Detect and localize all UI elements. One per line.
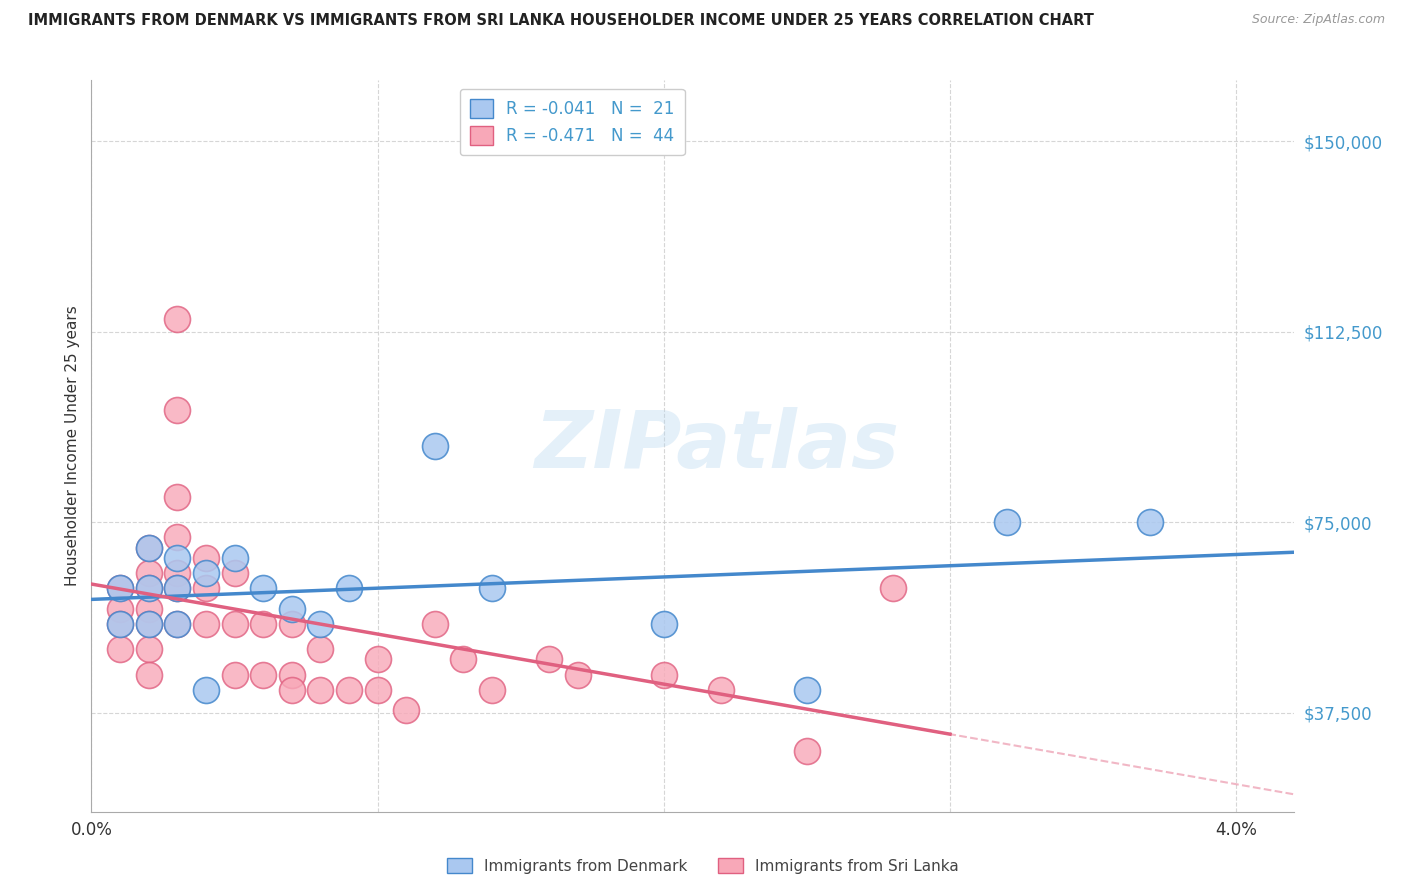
Point xyxy=(138,581,160,595)
Point xyxy=(194,616,217,631)
Point xyxy=(224,616,246,631)
Point xyxy=(367,652,389,666)
Legend: R = -0.041   N =  21, R = -0.471   N =  44: R = -0.041 N = 21, R = -0.471 N = 44 xyxy=(460,88,685,155)
Point xyxy=(108,616,131,631)
Point xyxy=(194,581,217,595)
Point xyxy=(108,616,131,631)
Point xyxy=(423,439,446,453)
Point xyxy=(367,682,389,697)
Point xyxy=(138,541,160,555)
Point xyxy=(166,490,188,504)
Point xyxy=(252,581,274,595)
Point xyxy=(882,581,904,595)
Point xyxy=(138,581,160,595)
Point xyxy=(309,682,332,697)
Point xyxy=(166,566,188,580)
Point xyxy=(796,744,818,758)
Point xyxy=(166,403,188,417)
Point xyxy=(652,616,675,631)
Point xyxy=(710,682,733,697)
Point xyxy=(1139,515,1161,529)
Point xyxy=(337,581,360,595)
Point xyxy=(108,601,131,615)
Point xyxy=(108,642,131,657)
Point xyxy=(453,652,475,666)
Point xyxy=(309,642,332,657)
Point xyxy=(796,682,818,697)
Point xyxy=(166,581,188,595)
Point xyxy=(194,550,217,565)
Point xyxy=(194,566,217,580)
Point xyxy=(138,616,160,631)
Legend: Immigrants from Denmark, Immigrants from Sri Lanka: Immigrants from Denmark, Immigrants from… xyxy=(441,852,965,880)
Point xyxy=(166,312,188,326)
Point xyxy=(252,616,274,631)
Point xyxy=(481,581,503,595)
Point xyxy=(995,515,1018,529)
Point xyxy=(481,682,503,697)
Point xyxy=(280,616,302,631)
Point xyxy=(138,566,160,580)
Point xyxy=(538,652,561,666)
Point xyxy=(166,581,188,595)
Point xyxy=(194,682,217,697)
Point xyxy=(280,667,302,681)
Point xyxy=(224,566,246,580)
Point xyxy=(337,682,360,697)
Point xyxy=(166,616,188,631)
Point xyxy=(280,601,302,615)
Point xyxy=(652,667,675,681)
Point xyxy=(224,667,246,681)
Point xyxy=(138,642,160,657)
Point xyxy=(166,616,188,631)
Point xyxy=(138,601,160,615)
Point xyxy=(423,616,446,631)
Point xyxy=(567,667,589,681)
Point xyxy=(166,530,188,544)
Point xyxy=(252,667,274,681)
Point xyxy=(108,581,131,595)
Point xyxy=(280,682,302,697)
Point xyxy=(108,581,131,595)
Point xyxy=(395,703,418,717)
Text: Source: ZipAtlas.com: Source: ZipAtlas.com xyxy=(1251,13,1385,27)
Y-axis label: Householder Income Under 25 years: Householder Income Under 25 years xyxy=(65,306,80,586)
Point xyxy=(224,550,246,565)
Point xyxy=(138,616,160,631)
Point xyxy=(309,616,332,631)
Text: ZIPatlas: ZIPatlas xyxy=(534,407,898,485)
Point xyxy=(166,550,188,565)
Point xyxy=(138,541,160,555)
Point xyxy=(138,667,160,681)
Text: IMMIGRANTS FROM DENMARK VS IMMIGRANTS FROM SRI LANKA HOUSEHOLDER INCOME UNDER 25: IMMIGRANTS FROM DENMARK VS IMMIGRANTS FR… xyxy=(28,13,1094,29)
